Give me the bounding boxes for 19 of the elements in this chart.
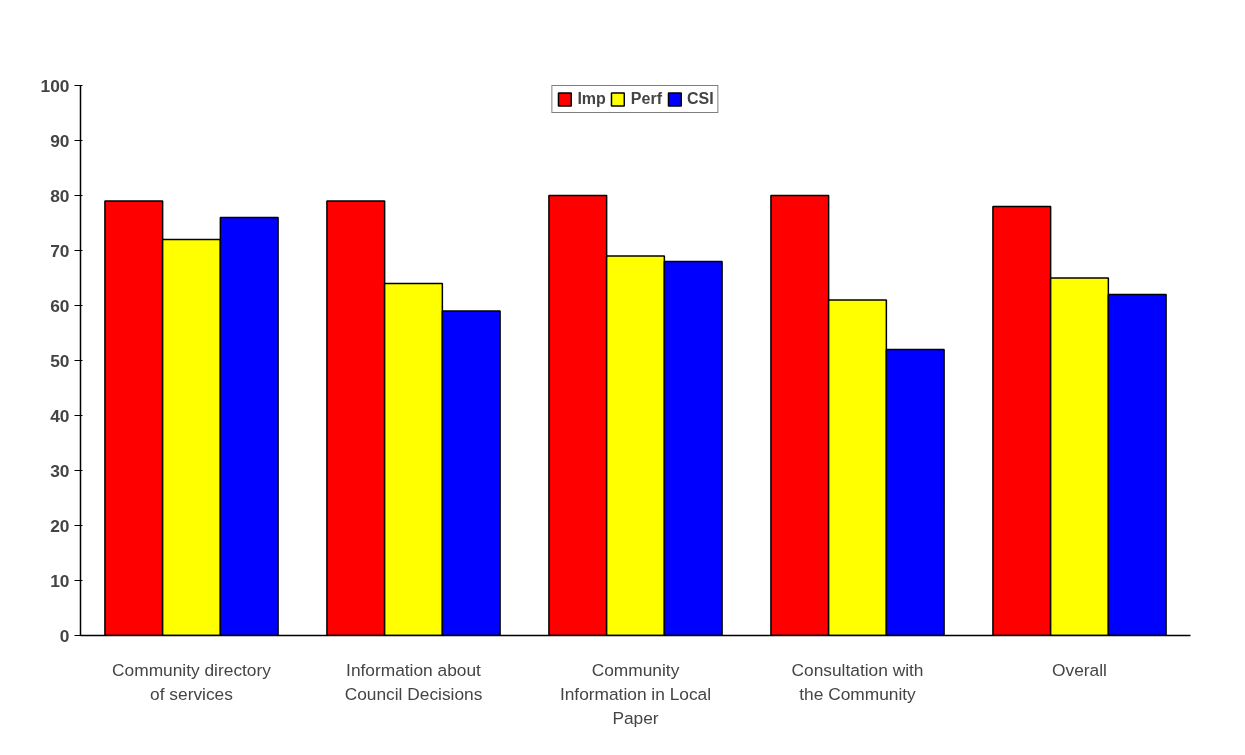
y-tick-label: 50 [50,350,70,371]
y-tick-label: 80 [50,185,70,206]
legend-label: CSI [686,90,714,108]
y-tick-label: 70 [50,240,70,261]
y-tick-label: 10 [50,570,70,591]
y-tick-label: 30 [50,460,70,481]
y-tick-label: 0 [59,625,70,646]
x-tick-label: Information about Council Decisions [344,659,483,704]
y-tick-label: 60 [50,295,70,316]
y-tick-label: 100 [40,75,70,96]
y-tick-label: 90 [50,130,70,151]
y-tick-label: 20 [50,515,70,536]
x-tick-label: Community directory of services [112,659,272,704]
x-tick-label: Community Information in Local Paper [559,659,712,728]
y-tick-label: 40 [50,405,70,426]
legend-label: Perf [630,90,662,108]
x-tick-label: Overall [1052,659,1107,680]
legend-label: Imp [577,90,606,108]
x-tick-label: Consultation with the Community [791,659,924,704]
